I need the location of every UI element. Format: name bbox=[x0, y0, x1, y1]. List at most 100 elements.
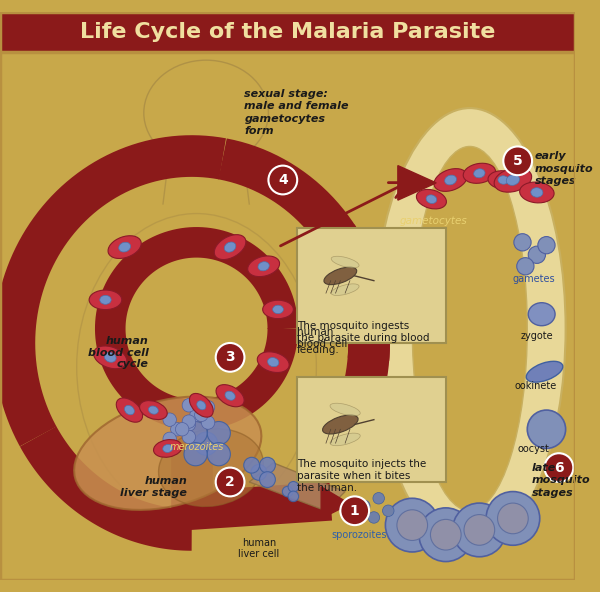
Ellipse shape bbox=[263, 300, 293, 318]
Ellipse shape bbox=[445, 175, 457, 185]
Ellipse shape bbox=[463, 163, 496, 184]
Ellipse shape bbox=[331, 256, 359, 268]
Text: human
blood cell: human blood cell bbox=[297, 327, 347, 349]
Text: sporozoites: sporozoites bbox=[332, 530, 387, 540]
Circle shape bbox=[268, 166, 297, 194]
Ellipse shape bbox=[108, 236, 141, 259]
Text: 3: 3 bbox=[225, 350, 235, 364]
Text: 5: 5 bbox=[513, 154, 523, 168]
Ellipse shape bbox=[148, 406, 158, 414]
Circle shape bbox=[288, 481, 299, 492]
Ellipse shape bbox=[74, 397, 262, 510]
Circle shape bbox=[251, 465, 267, 480]
Ellipse shape bbox=[116, 398, 143, 422]
Circle shape bbox=[486, 491, 540, 545]
Ellipse shape bbox=[89, 290, 122, 310]
Circle shape bbox=[260, 472, 275, 487]
Circle shape bbox=[202, 416, 215, 429]
Circle shape bbox=[528, 246, 545, 263]
Text: oocyst: oocyst bbox=[517, 443, 549, 453]
Ellipse shape bbox=[330, 433, 360, 446]
Ellipse shape bbox=[214, 234, 246, 259]
Circle shape bbox=[545, 453, 573, 482]
Ellipse shape bbox=[494, 168, 532, 192]
Ellipse shape bbox=[257, 352, 289, 372]
Ellipse shape bbox=[531, 188, 543, 197]
Circle shape bbox=[430, 519, 461, 550]
Ellipse shape bbox=[324, 267, 357, 285]
Circle shape bbox=[182, 430, 196, 443]
Ellipse shape bbox=[100, 295, 111, 304]
Circle shape bbox=[170, 423, 184, 436]
Text: human
liver cell: human liver cell bbox=[238, 538, 280, 559]
Ellipse shape bbox=[94, 346, 127, 369]
Polygon shape bbox=[398, 166, 436, 200]
Ellipse shape bbox=[119, 242, 131, 252]
Text: 4: 4 bbox=[278, 173, 287, 187]
Ellipse shape bbox=[528, 303, 555, 326]
Circle shape bbox=[182, 415, 196, 428]
Bar bbox=[0, 12, 575, 53]
Ellipse shape bbox=[331, 284, 359, 295]
Circle shape bbox=[202, 401, 215, 414]
Ellipse shape bbox=[268, 358, 279, 366]
Ellipse shape bbox=[526, 361, 563, 382]
Text: The mosquito injects the
parasite when it bites
the human.: The mosquito injects the parasite when i… bbox=[297, 459, 427, 494]
Text: 6: 6 bbox=[554, 461, 564, 475]
Text: 1: 1 bbox=[350, 504, 359, 518]
Text: Life Cycle of the Malaria Parasite: Life Cycle of the Malaria Parasite bbox=[80, 22, 495, 43]
Ellipse shape bbox=[323, 415, 358, 434]
Ellipse shape bbox=[224, 242, 236, 252]
Ellipse shape bbox=[154, 440, 182, 457]
Text: zygote: zygote bbox=[521, 330, 553, 340]
Circle shape bbox=[497, 503, 528, 534]
Circle shape bbox=[216, 468, 244, 496]
Ellipse shape bbox=[520, 182, 554, 203]
Ellipse shape bbox=[158, 429, 263, 507]
Circle shape bbox=[419, 508, 473, 562]
Text: 2: 2 bbox=[225, 475, 235, 489]
Circle shape bbox=[194, 408, 208, 422]
Ellipse shape bbox=[190, 394, 213, 417]
Text: ookinete: ookinete bbox=[515, 381, 557, 391]
Text: human
liver stage: human liver stage bbox=[120, 476, 187, 498]
Text: early
mosquito
stages: early mosquito stages bbox=[535, 151, 593, 186]
Circle shape bbox=[163, 432, 176, 446]
Polygon shape bbox=[249, 463, 345, 511]
Ellipse shape bbox=[140, 401, 167, 420]
Text: merozoites: merozoites bbox=[169, 442, 224, 452]
Circle shape bbox=[368, 511, 380, 523]
Circle shape bbox=[538, 237, 555, 254]
Ellipse shape bbox=[506, 175, 520, 185]
Bar bbox=[297, 228, 446, 343]
Circle shape bbox=[397, 510, 428, 540]
Text: late
mosquito
stages: late mosquito stages bbox=[532, 463, 590, 498]
Ellipse shape bbox=[498, 176, 509, 184]
Circle shape bbox=[182, 418, 196, 431]
Polygon shape bbox=[321, 487, 350, 519]
Circle shape bbox=[184, 422, 207, 445]
Circle shape bbox=[288, 491, 299, 501]
Ellipse shape bbox=[225, 391, 235, 400]
Circle shape bbox=[244, 457, 260, 473]
Circle shape bbox=[385, 498, 439, 552]
Ellipse shape bbox=[272, 305, 283, 314]
Text: gametocytes: gametocytes bbox=[400, 217, 467, 226]
Circle shape bbox=[194, 432, 218, 455]
Circle shape bbox=[464, 514, 494, 545]
Circle shape bbox=[359, 500, 370, 511]
Circle shape bbox=[373, 493, 385, 504]
Ellipse shape bbox=[248, 256, 280, 276]
Circle shape bbox=[340, 496, 369, 525]
Circle shape bbox=[260, 457, 275, 473]
Text: human
blood cell
cycle: human blood cell cycle bbox=[88, 336, 149, 369]
Ellipse shape bbox=[258, 262, 269, 271]
Circle shape bbox=[182, 398, 196, 412]
Ellipse shape bbox=[104, 352, 116, 362]
Circle shape bbox=[383, 505, 394, 516]
Circle shape bbox=[175, 423, 189, 436]
Text: The mosquito ingests
the parasite during blood
feeding.: The mosquito ingests the parasite during… bbox=[297, 321, 430, 355]
Circle shape bbox=[207, 443, 230, 466]
Circle shape bbox=[503, 146, 532, 175]
Ellipse shape bbox=[412, 146, 527, 511]
